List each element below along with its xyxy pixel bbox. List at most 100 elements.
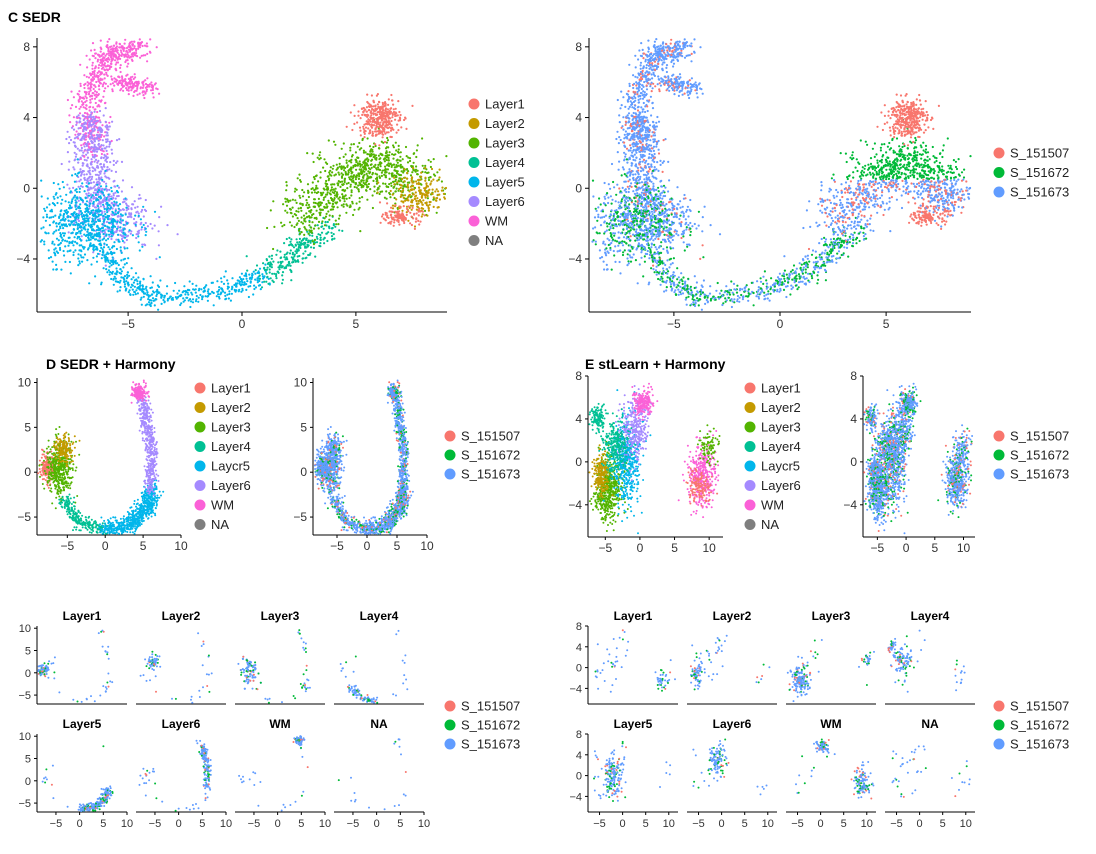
point-layer5	[92, 249, 95, 252]
point-sample	[645, 66, 648, 69]
point-layer3	[309, 216, 312, 219]
point-layer5	[141, 284, 144, 287]
point-layer3	[392, 146, 395, 149]
point-layer5	[59, 248, 62, 251]
point-layer3	[368, 145, 372, 148]
point-layer3	[401, 158, 404, 161]
point-wm	[142, 80, 145, 83]
point-layer6	[84, 148, 87, 151]
point-wm	[110, 62, 113, 65]
point-layer3	[336, 167, 339, 170]
point-layer5	[147, 298, 150, 301]
point-layer3	[333, 183, 336, 186]
point-layer5	[111, 245, 115, 248]
point-sample	[642, 101, 645, 105]
point-layer5	[132, 281, 135, 284]
point-layer5	[115, 267, 118, 270]
point-layer5	[169, 295, 172, 298]
point-layer1	[377, 117, 380, 120]
point-layer3	[393, 185, 396, 188]
point-layer3	[345, 173, 348, 176]
point-layer2	[410, 208, 413, 211]
x-tick-label: 5	[353, 317, 360, 331]
point-wm	[90, 78, 93, 81]
point-layer3	[367, 170, 370, 173]
point-layer1	[385, 112, 388, 115]
point-wm	[119, 66, 122, 69]
point-layer3	[435, 211, 438, 214]
point-layer5	[64, 239, 67, 242]
point-layer4	[304, 250, 307, 253]
point-layer6	[96, 173, 99, 176]
point-layer2	[415, 194, 418, 197]
point-layer5	[207, 288, 210, 291]
point-layer5	[139, 218, 142, 221]
point-layer2	[432, 178, 435, 181]
point-layer4	[325, 232, 328, 235]
point-wm	[104, 82, 107, 85]
point-layer3	[280, 221, 283, 224]
point-layer3	[341, 183, 344, 186]
point-layer5	[52, 221, 55, 224]
point-layer1	[392, 108, 395, 111]
point-wm	[145, 85, 148, 88]
point-layer1	[381, 107, 384, 110]
point-sample	[641, 84, 644, 87]
point-wm	[97, 84, 101, 87]
x-tick-label: 0	[239, 317, 246, 331]
point-layer5	[57, 243, 60, 247]
point-layer5	[174, 281, 177, 285]
point-layer6	[103, 180, 106, 183]
point-layer1	[375, 124, 378, 127]
point-layer5	[67, 201, 70, 204]
point-layer5	[77, 264, 80, 267]
point-wm	[106, 44, 109, 47]
point-sample	[651, 54, 654, 57]
point-layer6	[108, 125, 111, 128]
point-layer3	[432, 198, 435, 201]
point-wm	[103, 81, 106, 84]
point-layer6	[90, 124, 93, 127]
point-wm	[89, 83, 92, 86]
point-wm	[126, 56, 129, 59]
point-layer2	[431, 192, 434, 196]
point-layer1	[378, 144, 381, 147]
point-layer5	[116, 233, 120, 236]
point-layer6	[90, 158, 93, 161]
point-layer2	[413, 197, 416, 200]
point-layer5	[193, 288, 196, 291]
point-layer1	[375, 94, 378, 97]
point-wm	[99, 100, 102, 103]
point-wm	[95, 75, 99, 78]
point-layer4	[289, 264, 292, 267]
point-wm	[132, 94, 135, 97]
point-layer6	[139, 223, 142, 226]
point-wm	[125, 74, 128, 77]
point-layer5	[145, 285, 148, 288]
point-layer5	[76, 158, 79, 161]
point-layer1	[364, 114, 367, 117]
point-sample	[650, 56, 653, 60]
point-layer5	[79, 222, 82, 225]
point-layer6	[105, 131, 108, 134]
point-layer6	[105, 149, 108, 152]
point-layer1	[371, 120, 374, 123]
point-layer5	[102, 194, 105, 197]
point-layer3	[427, 178, 431, 182]
point-layer5	[92, 209, 95, 212]
point-layer3	[352, 213, 355, 217]
point-wm	[110, 139, 113, 143]
point-layer5	[47, 232, 50, 235]
point-layer5	[252, 270, 255, 273]
point-layer5	[144, 227, 147, 230]
point-layer2	[432, 205, 435, 208]
point-wm	[83, 90, 86, 93]
point-sample	[626, 100, 630, 103]
point-layer3	[388, 172, 391, 175]
point-sample	[648, 124, 652, 127]
point-layer3	[440, 180, 443, 183]
point-layer3	[315, 186, 318, 190]
point-layer5	[209, 292, 212, 295]
point-layer2	[435, 197, 438, 200]
point-layer3	[397, 173, 400, 176]
